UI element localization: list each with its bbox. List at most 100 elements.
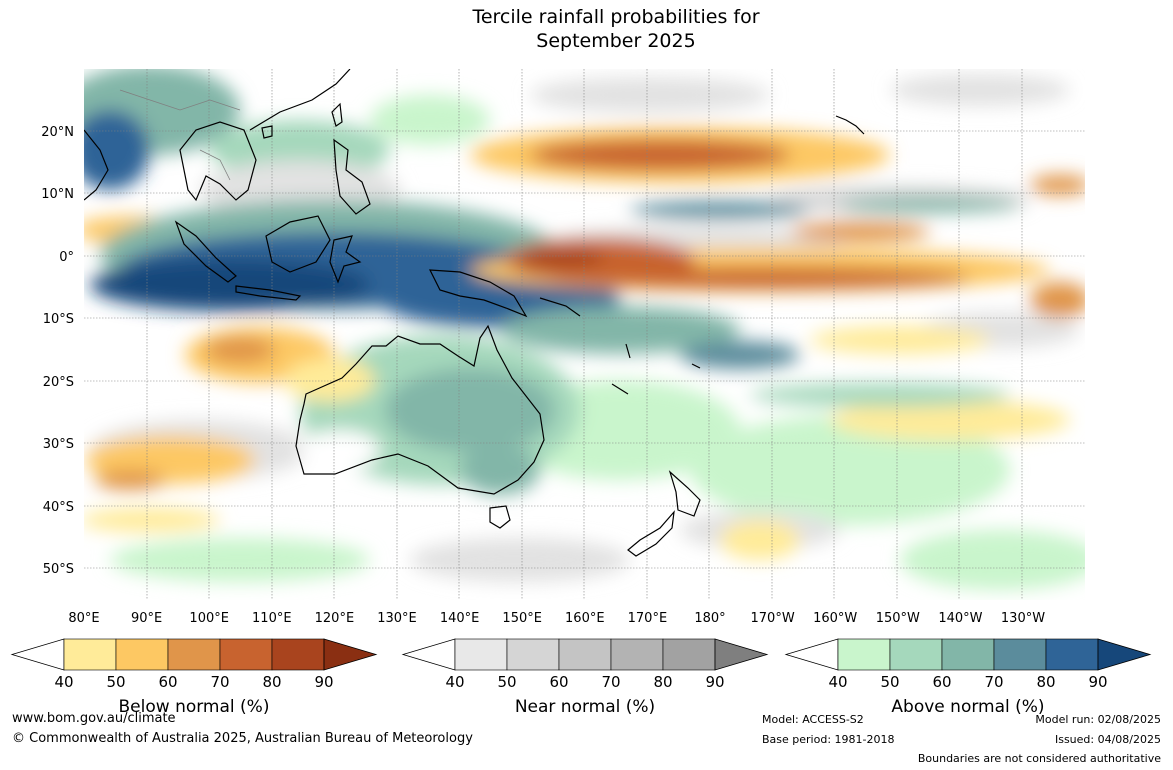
country-borders: [119, 89, 241, 181]
longitude-label: 160°W: [813, 611, 857, 626]
tasmania-outline: [489, 505, 511, 529]
legend-above-normal: 40 50 60 70 80 90 Above normal (%): [784, 638, 1152, 717]
footer-model-run: Model run: 02/08/2025: [1035, 713, 1161, 726]
legend-swatch: [167, 638, 221, 671]
longitude-label: 180°: [694, 611, 725, 626]
latitude-labels: 20°N 10°N 0° 10°S 20°S 30°S 40°S 50°S: [41, 125, 74, 577]
latitude-label: 0°: [59, 250, 74, 265]
latitude-label: 20°N: [41, 125, 74, 140]
longitude-label: 90°E: [131, 611, 162, 626]
map-title-line-1: Tercile rainfall probabilities for: [472, 6, 760, 28]
legend-tick-label: 60: [549, 673, 568, 691]
longitude-label: 130°W: [1001, 611, 1045, 626]
legend-below-normal: 40 50 60 70 80 90 Below normal (%): [10, 638, 378, 717]
longitude-label: 140°W: [938, 611, 982, 626]
sulawesi-outline: [329, 235, 362, 284]
legend-tick-label: 90: [705, 673, 724, 691]
legend-tick-label: 50: [880, 673, 899, 691]
map-title: Tercile rainfall probabilities for Septe…: [416, 5, 816, 53]
legend-swatch: [993, 638, 1047, 671]
probability-field: [84, 69, 1085, 600]
legend-tick-label: 80: [262, 673, 281, 691]
footer-base-period: Base period: 1981-2018: [762, 733, 895, 746]
legend-bars: 40 50 60 70 80 90 Below normal (%) 40 50 60 70 80 90…: [10, 638, 1152, 717]
indochina-outline: [179, 121, 257, 202]
latitude-label: 10°S: [43, 312, 74, 327]
longitude-label: 140°E: [440, 611, 480, 626]
legend-swatch: [1045, 638, 1099, 671]
hainan-outline: [261, 125, 273, 139]
legend-swatch: [941, 638, 995, 671]
legend-over-arrow: [323, 638, 378, 671]
legend-swatch: [662, 638, 716, 671]
latitude-label: 30°S: [43, 437, 74, 452]
legend-swatch: [558, 638, 612, 671]
legend-tick-label: 80: [653, 673, 672, 691]
legend-tick-label: 70: [210, 673, 229, 691]
legend-swatch: [837, 638, 891, 671]
map-title-line-2: September 2025: [536, 30, 696, 52]
legend-tick-label: 70: [601, 673, 620, 691]
longitude-label: 150°W: [876, 611, 920, 626]
legend-swatch: [219, 638, 273, 671]
legend-swatch: [454, 638, 508, 671]
legend-tick-label: 40: [828, 673, 847, 691]
legend-title: Near normal (%): [515, 697, 655, 717]
fiji-outline: [691, 363, 701, 369]
footer-copyright: © Commonwealth of Australia 2025, Austra…: [12, 731, 473, 746]
legend-tick-label: 40: [445, 673, 464, 691]
sumatra-outline: [174, 220, 237, 283]
new-zealand-north-outline: [668, 470, 701, 517]
legend-tick-label: 60: [932, 673, 951, 691]
java-outline: [235, 285, 302, 301]
legend-tick-label: 50: [106, 673, 125, 691]
vanuatu-outline: [625, 343, 631, 359]
footer-model: Model: ACCESS-S2: [762, 713, 864, 726]
latitude-label: 10°N: [41, 187, 74, 202]
legend-over-arrow: [1097, 638, 1152, 671]
legend-tick-label: 70: [984, 673, 1003, 691]
footer-boundaries-note: Boundaries are not considered authoritat…: [917, 752, 1161, 765]
longitude-label: 120°E: [315, 611, 355, 626]
footer-url: www.bom.gov.au/climate: [12, 711, 176, 726]
legend-tick-label: 90: [314, 673, 333, 691]
legend-swatch: [889, 638, 943, 671]
legend-swatch: [115, 638, 169, 671]
graticule: [84, 69, 1085, 600]
india-outline: [84, 129, 109, 201]
legend-tick-label: 40: [54, 673, 73, 691]
taiwan-outline: [331, 102, 343, 127]
coastlines: [84, 69, 865, 557]
legend-tick-label: 80: [1036, 673, 1055, 691]
solomon-islands-outline: [539, 297, 581, 317]
longitude-label: 150°E: [502, 611, 542, 626]
legend-near-normal: 40 50 60 70 80 90 Near normal (%): [401, 638, 769, 717]
longitude-label: 160°E: [565, 611, 605, 626]
legend-under-arrow: [401, 638, 456, 671]
longitude-label: 100°E: [189, 611, 229, 626]
legend-tick-label: 90: [1088, 673, 1107, 691]
legend-swatch: [610, 638, 664, 671]
longitude-label: 130°E: [377, 611, 417, 626]
latitude-label: 20°S: [43, 375, 74, 390]
legend-title: Below normal (%): [119, 697, 270, 717]
philippines-outline: [333, 138, 371, 215]
legend-under-arrow: [10, 638, 65, 671]
legend-over-arrow: [714, 638, 769, 671]
legend-swatch: [506, 638, 560, 671]
legend-swatch: [271, 638, 325, 671]
legend-swatch: [63, 638, 117, 671]
footer-issued: Issued: 04/08/2025: [1054, 733, 1161, 746]
legend-tick-label: 60: [158, 673, 177, 691]
latitude-label: 50°S: [43, 562, 74, 577]
longitude-labels: 80°E 90°E 100°E 110°E 120°E 130°E 140°E 150°E 16…: [68, 611, 1045, 626]
longitude-label: 170°E: [628, 611, 668, 626]
china-coast-outline: [249, 69, 351, 131]
legend-title: Above normal (%): [891, 697, 1044, 717]
hawaii-outline: [835, 115, 865, 135]
longitude-label: 170°W: [751, 611, 795, 626]
australia-outline: [295, 324, 545, 495]
longitude-label: 110°E: [252, 611, 292, 626]
new-zealand-south-outline: [627, 510, 675, 557]
new-guinea-outline: [428, 269, 528, 318]
